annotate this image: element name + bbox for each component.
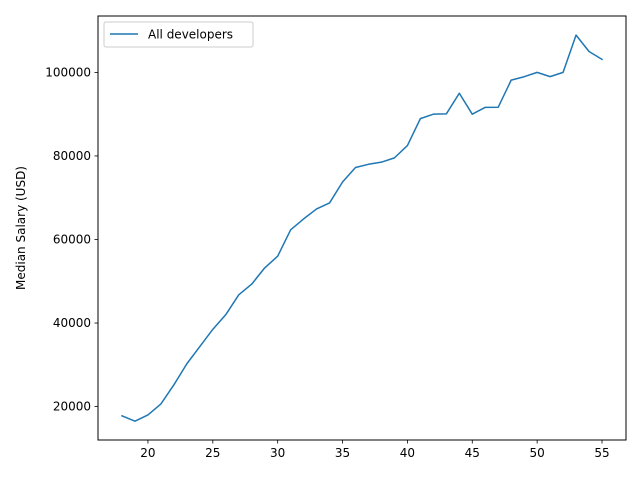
y-tick-label: 20000	[53, 400, 91, 414]
y-axis-title-group: Median Salary (USD)	[14, 166, 28, 290]
y-tick-label: 80000	[53, 149, 91, 163]
x-tick-label: 35	[335, 446, 350, 460]
x-tick-label: 45	[465, 446, 480, 460]
legend: All developers	[103, 21, 254, 48]
x-tick-label: 25	[205, 446, 220, 460]
x-tick-label: 50	[529, 446, 544, 460]
y-tick-label: 40000	[53, 316, 91, 330]
x-tick-label: 55	[594, 446, 609, 460]
axes-frame	[97, 15, 627, 441]
plot-area: 20 25 30 35 40 45 50 55 20000 40000 60000 80000 1000…	[45, 15, 627, 460]
x-tick-label: 30	[270, 446, 285, 460]
legend-box	[103, 21, 254, 48]
y-axis-title: Median Salary (USD)	[14, 166, 28, 290]
y-tick-label: 100000	[45, 65, 91, 79]
x-tick-label: 40	[400, 446, 415, 460]
y-tick-label: 60000	[53, 232, 91, 246]
legend-label-all-developers: All developers	[148, 28, 233, 42]
x-tick-label: 20	[140, 446, 155, 460]
series-line-0	[121, 34, 604, 422]
